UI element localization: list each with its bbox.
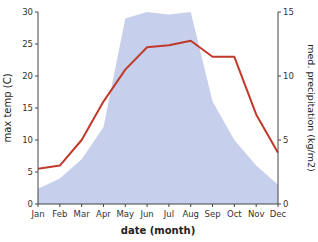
x-tick — [59, 204, 60, 207]
y-tick — [35, 12, 38, 13]
y-tick — [35, 172, 38, 173]
y-tick-label: 25 — [22, 39, 33, 49]
x-axis-line — [38, 204, 278, 205]
y2-tick-label: 15 — [283, 7, 294, 17]
x-tick-label: Jun — [139, 209, 153, 219]
x-tick-label: Dec — [270, 209, 287, 219]
chart: JanFebMarAprMayJunJulAugSepOctNovDec0510… — [0, 0, 318, 242]
x-tick-label: May — [116, 209, 134, 219]
y-axis-label: max temp (C) — [2, 73, 13, 142]
y-tick-label: 0 — [28, 199, 33, 209]
x-tick — [234, 204, 235, 207]
y-tick-label: 5 — [28, 167, 33, 177]
precipitation-area — [38, 12, 278, 204]
y-tick — [35, 76, 38, 77]
x-tick-label: Oct — [227, 209, 242, 219]
y2-tick — [278, 12, 281, 13]
x-tick-label: Apr — [96, 209, 111, 219]
x-tick — [190, 204, 191, 207]
y-tick-label: 20 — [22, 71, 33, 81]
y2-axis-label: med. precipitation (kg/m2) — [306, 44, 317, 171]
x-tick-label: Nov — [248, 209, 265, 219]
y-tick-label: 30 — [22, 7, 33, 17]
y-tick-label: 15 — [22, 103, 33, 113]
chart-container: JanFebMarAprMayJunJulAugSepOctNovDec0510… — [0, 0, 318, 242]
x-tick-label: Feb — [52, 209, 67, 219]
x-tick — [256, 204, 257, 207]
y-tick — [35, 44, 38, 45]
x-tick — [125, 204, 126, 207]
x-tick — [212, 204, 213, 207]
plot-area — [38, 12, 278, 204]
x-tick — [147, 204, 148, 207]
x-tick-label: Mar — [74, 209, 91, 219]
y2-tick — [278, 76, 281, 77]
x-tick-label: Jul — [163, 209, 174, 219]
y2-tick — [278, 204, 281, 205]
y-tick-label: 10 — [22, 135, 33, 145]
x-tick — [81, 204, 82, 207]
x-tick — [168, 204, 169, 207]
y-tick — [35, 140, 38, 141]
x-tick-label: Sep — [205, 209, 221, 219]
y2-tick-label: 5 — [283, 135, 288, 145]
temperature-line — [38, 41, 278, 169]
x-axis-label: date (month) — [121, 225, 195, 236]
y2-tick-label: 10 — [283, 71, 294, 81]
y2-axis-line — [278, 12, 279, 204]
x-tick-label: Jan — [30, 209, 44, 219]
y2-tick — [278, 140, 281, 141]
x-tick — [103, 204, 104, 207]
x-tick-label: Aug — [182, 209, 199, 219]
y-tick — [35, 204, 38, 205]
y-tick — [35, 108, 38, 109]
y2-tick-label: 0 — [283, 199, 288, 209]
